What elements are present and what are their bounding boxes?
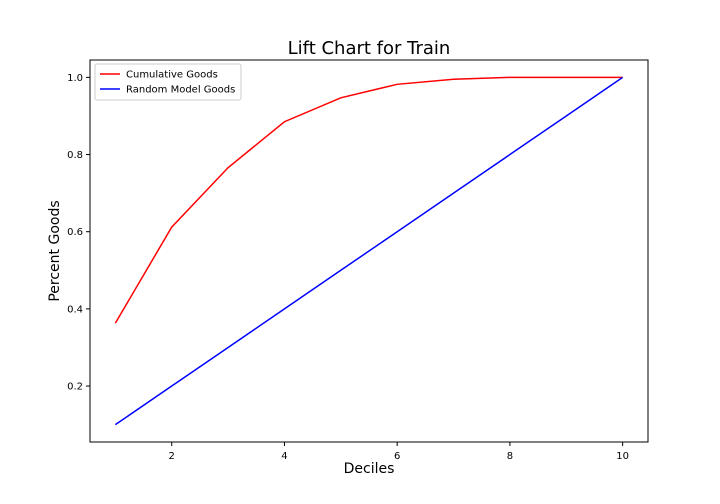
y-tick-label: 0.8 <box>67 150 83 161</box>
series-line-cumulative-goods <box>114 76 623 324</box>
x-tick-label: 6 <box>394 451 400 462</box>
x-axis-label: Deciles <box>344 461 395 477</box>
x-tick-label: 4 <box>281 451 287 462</box>
y-axis-label: Percent Goods <box>47 200 63 301</box>
tick-layer: 2 4 6 8 10 0.2 0.4 0.6 0.8 1.0 <box>67 73 629 462</box>
chart-title: Lift Chart for Train <box>288 38 451 59</box>
plot-area-frame <box>89 59 649 443</box>
y-tick-label: 0.2 <box>67 382 83 393</box>
x-tick-label: 8 <box>507 451 513 462</box>
series-line-random-model-goods <box>114 76 624 426</box>
series-layer <box>114 76 624 426</box>
y-tick-label: 0.4 <box>67 304 83 315</box>
y-tick-label: 0.6 <box>67 227 83 238</box>
x-tick-label: 10 <box>616 451 629 462</box>
legend-box <box>94 63 242 101</box>
y-tick-label: 1.0 <box>67 73 83 84</box>
legend-label-cumulative-goods: Cumulative Goods <box>126 70 218 81</box>
legend: Cumulative Goods Random Model Goods <box>94 63 242 101</box>
legend-label-random-model-goods: Random Model Goods <box>126 85 235 96</box>
x-tick-label: 2 <box>169 451 175 462</box>
